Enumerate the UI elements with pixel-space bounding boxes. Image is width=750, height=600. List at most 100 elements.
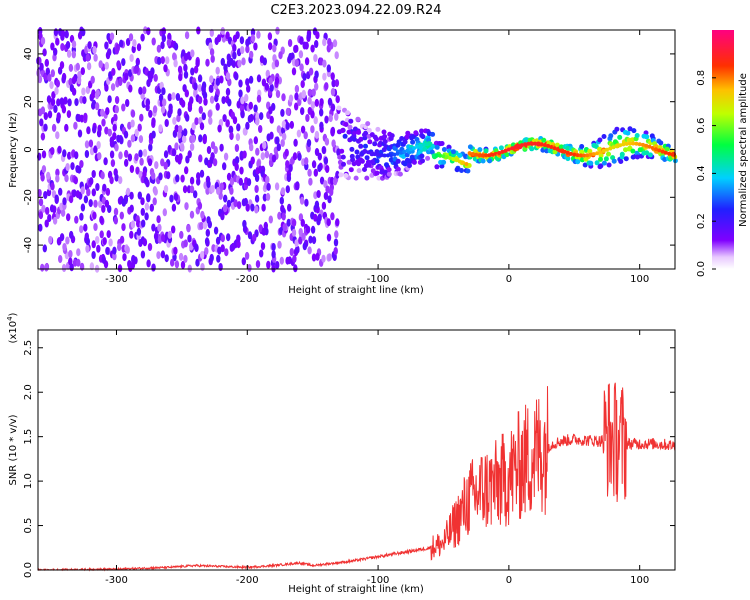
spectrogram-cell: [54, 196, 59, 205]
spectrogram-cell: [210, 54, 215, 63]
spectrogram-cell: [114, 96, 120, 104]
spectrogram-cell: [141, 219, 146, 228]
spectrogram-cell: [295, 245, 300, 254]
spectrogram-cell: [238, 79, 243, 88]
spectrogram-cell: [339, 148, 345, 154]
spectrogram-cell: [311, 88, 316, 97]
spectrogram-cell: [279, 256, 284, 265]
spectrogram-cell: [139, 113, 144, 122]
spectrogram-cell: [71, 40, 77, 49]
spectrogram-cell: [148, 109, 153, 118]
spectrogram-cell: [191, 134, 196, 143]
spectrogram-cell: [173, 192, 179, 201]
spectrogram-cell: [411, 159, 417, 165]
spectrogram-cell: [55, 79, 60, 88]
spectrogram-cell: [664, 146, 670, 152]
spectrogram-cell: [300, 80, 305, 89]
spectrogram-cell: [327, 38, 332, 46]
spectrogram-cell: [404, 134, 410, 140]
spectrogram-cell: [144, 212, 149, 221]
spectrogram-cell: [113, 113, 118, 122]
spectrogram-cell: [388, 136, 394, 141]
spectrogram-cell: [392, 152, 397, 157]
spectrogram-cell: [310, 44, 315, 53]
spectrogram-cell: [140, 250, 146, 259]
spectrogram-cell: [220, 244, 225, 253]
spectrogram-cell: [121, 198, 127, 207]
spectrogram-cell: [330, 88, 336, 96]
spectrogram-cell: [215, 102, 220, 111]
snr-y-multiplier-close: ): [8, 312, 19, 316]
spectrogram-cell: [299, 196, 305, 205]
spectrogram-cell: [40, 106, 46, 115]
spectrogram-cell: [260, 242, 266, 251]
spectrogram-cell: [67, 151, 72, 160]
spectrogram-cell: [84, 150, 90, 158]
snr-y-multiplier: (x104): [6, 312, 19, 343]
spectrogram-cell: [356, 168, 362, 174]
spectrogram-cell: [374, 158, 380, 164]
spectrogram-cell: [80, 186, 85, 195]
spectrogram-cell: [85, 244, 90, 253]
spectrogram-cell: [235, 31, 240, 40]
spectrogram-cell: [77, 165, 82, 174]
spectrogram-cell: [334, 51, 339, 60]
spectrogram-cell: [53, 47, 58, 56]
spectrogram-cell: [249, 143, 254, 152]
spectrogram-cell: [151, 130, 156, 139]
spectrogram-cell: [147, 158, 153, 167]
spectrogram-cell: [619, 151, 625, 157]
spectrogram-cell: [91, 240, 96, 249]
spectrogram-cell: [363, 130, 369, 136]
spectrogram-cell: [306, 139, 312, 147]
spectrogram-cell: [216, 254, 221, 263]
spectrogram-cell: [206, 180, 211, 188]
spectrogram-cell: [64, 123, 69, 132]
spectrogram-cell: [334, 230, 339, 239]
spectrogram-cell: [372, 141, 378, 147]
spectrogram-cell: [503, 148, 508, 153]
spectrogram-cell: [345, 110, 351, 116]
snr-y-ticks: 0.0 0.5 1.0 1.5 2.0 2.5: [23, 340, 675, 578]
spectrogram-cell: [50, 69, 55, 78]
spectrogram-cell: [565, 150, 570, 155]
spectrogram-cell: [287, 39, 293, 47]
spectrogram-cell: [268, 42, 273, 51]
spectrogram-cell: [92, 125, 97, 134]
spectrogram-cell: [178, 252, 184, 261]
spectrogram-cell: [248, 75, 254, 84]
spectrogram-cell: [292, 152, 298, 161]
spectrogram-cell: [624, 141, 629, 146]
spectrogram-cell: [601, 148, 606, 153]
spectrogram-cell: [77, 129, 83, 138]
spectrogram-cell: [647, 144, 652, 149]
spectrogram-cell: [107, 48, 112, 57]
spectrogram-cell: [408, 147, 413, 152]
spectrogram-cell: [238, 177, 243, 186]
spectrogram-cell: [189, 143, 195, 151]
spectrogram-cell: [356, 161, 361, 167]
spectrogram-cell: [121, 223, 126, 232]
spectrogram-cell: [233, 199, 238, 208]
spectrogram-cell: [111, 67, 116, 76]
colorbar-tick-label: 0.2: [696, 213, 707, 229]
spectrogram-cell: [355, 116, 361, 122]
spectrogram-cell: [439, 141, 445, 146]
spectrogram-cell: [52, 216, 58, 225]
spectrogram-cell: [565, 145, 571, 151]
spectrogram-cell: [86, 62, 92, 71]
spectrogram-cell: [385, 153, 390, 158]
colorbar: 0.0 0.2 0.4 0.6 0.8 Normalized spectral ampl…: [696, 30, 749, 277]
spectrogram-cell: [631, 128, 637, 134]
spectrogram-cell: [76, 248, 81, 257]
spectrogram-cell: [149, 203, 154, 212]
spectrogram-cell: [49, 204, 55, 213]
spectrogram-cell: [167, 32, 172, 41]
spectrogram-cell: [302, 72, 307, 81]
spectrogram-cell: [311, 253, 317, 262]
spectrogram-cell: [631, 141, 636, 146]
spectrogram-cell: [526, 141, 531, 146]
spectrogram-cell: [140, 207, 145, 216]
spectrogram-cell: [363, 143, 368, 149]
spectrogram-cell: [299, 36, 304, 45]
